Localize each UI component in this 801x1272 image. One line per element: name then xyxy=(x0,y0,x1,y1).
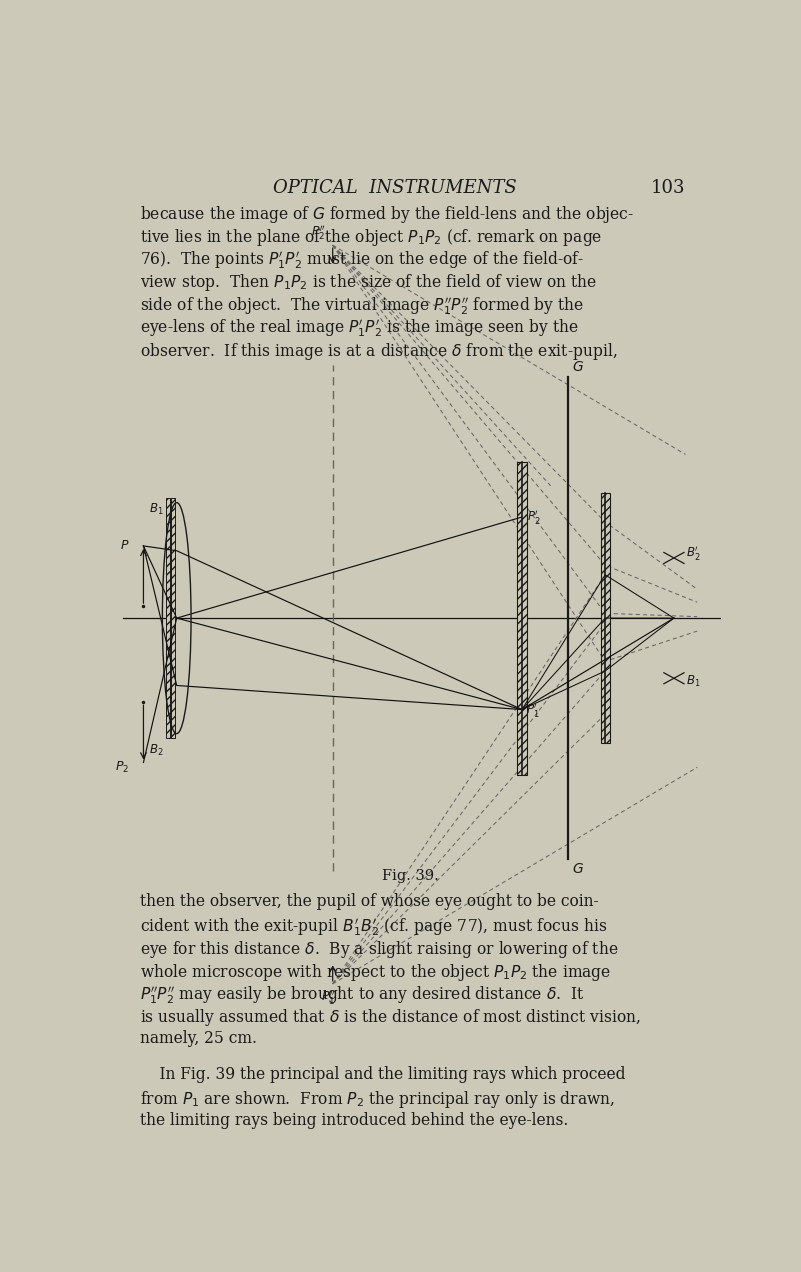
Text: then the observer, the pupil of whose eye ought to be coin-: then the observer, the pupil of whose ey… xyxy=(140,893,599,911)
Text: $P_1''P_2''$ may easily be brought to any desired distance $\delta$.  It: $P_1''P_2''$ may easily be brought to an… xyxy=(140,985,585,1006)
Text: namely, 25 cm.: namely, 25 cm. xyxy=(140,1029,257,1047)
Text: eye for this distance $\delta$.  By a slight raising or lowering of the: eye for this distance $\delta$. By a sli… xyxy=(140,939,619,960)
Bar xyxy=(171,497,175,739)
Text: Fig. 39.: Fig. 39. xyxy=(382,869,438,883)
Text: because the image of $G$ formed by the field-lens and the objec-: because the image of $G$ formed by the f… xyxy=(140,205,634,225)
Text: eye-lens of the real image $P_1'P_2'$ is the image seen by the: eye-lens of the real image $P_1'P_2'$ is… xyxy=(140,318,579,340)
Text: is usually assumed that $\delta$ is the distance of most distinct vision,: is usually assumed that $\delta$ is the … xyxy=(140,1007,642,1028)
Text: from $P_1$ are shown.  From $P_2$ the principal ray only is drawn,: from $P_1$ are shown. From $P_2$ the pri… xyxy=(140,1089,615,1110)
Text: OPTICAL  INSTRUMENTS: OPTICAL INSTRUMENTS xyxy=(273,179,517,197)
Text: $P_2$: $P_2$ xyxy=(115,759,129,775)
Text: $G$: $G$ xyxy=(573,360,585,374)
Text: cident with the exit-pupil $B_1'B_2'$ (cf. page 77), must focus his: cident with the exit-pupil $B_1'B_2'$ (c… xyxy=(140,916,608,937)
Text: the limiting rays being introduced behind the eye-lens.: the limiting rays being introduced behin… xyxy=(140,1112,569,1128)
Text: $B_2'$: $B_2'$ xyxy=(686,544,701,562)
Bar xyxy=(517,462,527,775)
Text: $P$: $P$ xyxy=(119,539,129,552)
Text: observer.  If this image is at a distance $\delta$ from the exit-pupil,: observer. If this image is at a distance… xyxy=(140,341,618,361)
Text: $P_2''$: $P_2''$ xyxy=(312,224,327,242)
Bar xyxy=(601,494,610,743)
Text: $B_2$: $B_2$ xyxy=(149,743,163,758)
Text: $P_1'$: $P_1'$ xyxy=(525,701,539,719)
Text: whole microscope with respect to the object $P_1P_2$ the image: whole microscope with respect to the obj… xyxy=(140,962,612,982)
Text: In Fig. 39 the principal and the limiting rays which proceed: In Fig. 39 the principal and the limitin… xyxy=(140,1066,626,1084)
Text: $P_1''$: $P_1''$ xyxy=(321,987,336,1006)
Text: $G$: $G$ xyxy=(573,862,585,876)
Text: $B_1$: $B_1$ xyxy=(686,674,701,689)
Text: side of the object.  The virtual image $P_1''P_2''$ formed by the: side of the object. The virtual image $P… xyxy=(140,295,585,317)
Text: tive lies in the plane of the object $P_1P_2$ (cf. remark on page: tive lies in the plane of the object $P_… xyxy=(140,226,603,248)
Text: $B_1$: $B_1$ xyxy=(149,502,163,516)
Text: view stop.  Then $P_1P_2$ is the size of the field of view on the: view stop. Then $P_1P_2$ is the size of … xyxy=(140,272,598,294)
Bar xyxy=(167,497,171,739)
Text: 103: 103 xyxy=(650,179,685,197)
Text: 76).  The points $P_1'P_2'$ must lie on the edge of the field-of-: 76). The points $P_1'P_2'$ must lie on t… xyxy=(140,249,585,271)
Text: $P_2'$: $P_2'$ xyxy=(527,508,541,527)
